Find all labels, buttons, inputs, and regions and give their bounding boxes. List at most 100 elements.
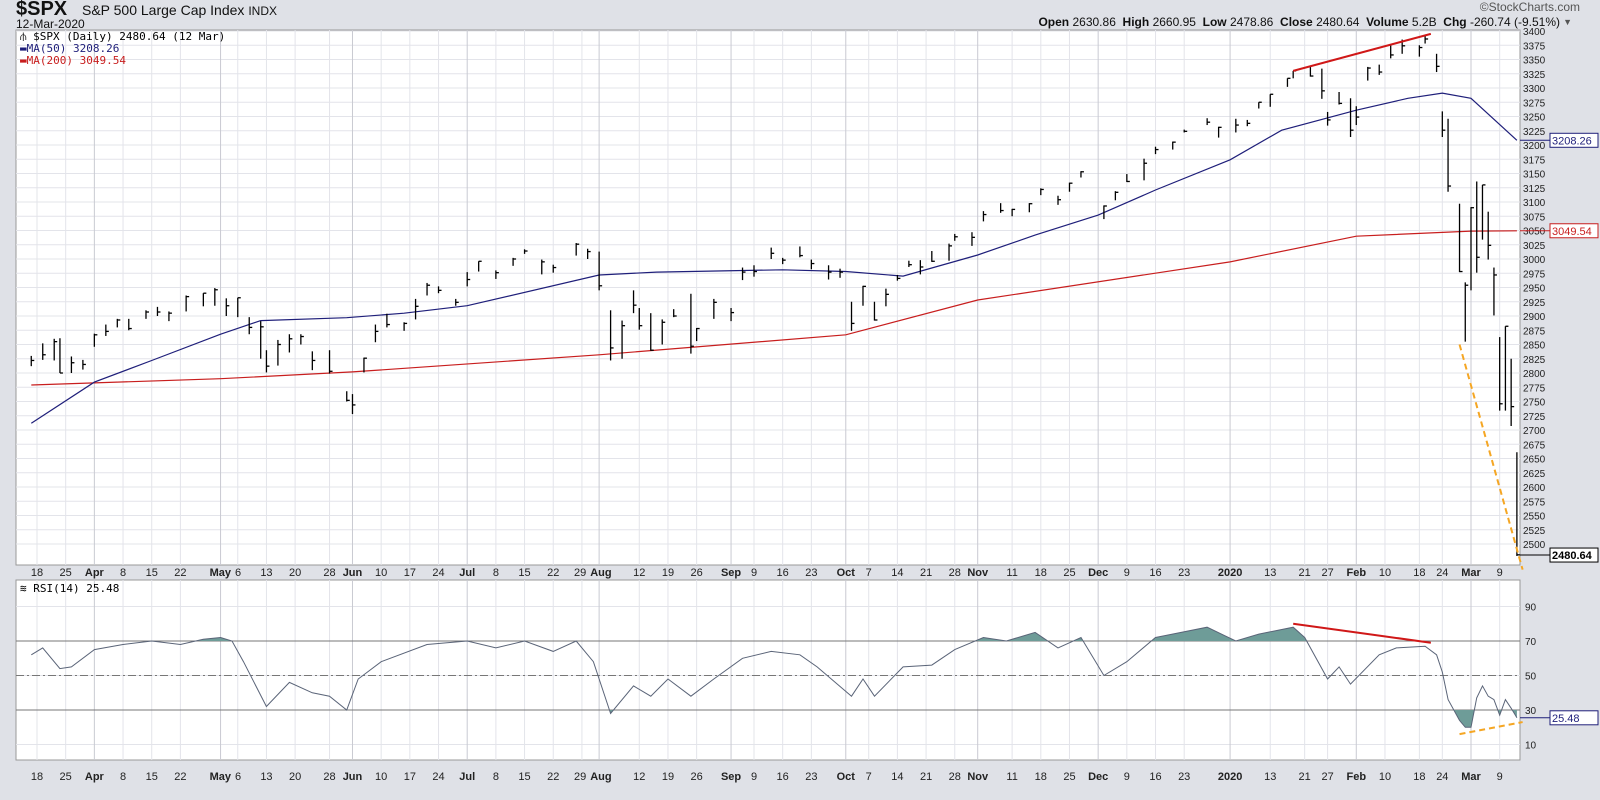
price-axis-label: 2775 — [1523, 383, 1546, 394]
x-axis-label: Mar — [1461, 567, 1481, 579]
price-axis-label: 3200 — [1523, 141, 1546, 152]
price-bar — [1011, 208, 1016, 217]
x-axis-label: 29 — [574, 567, 586, 579]
price-bar — [70, 356, 75, 373]
x-axis-label: 2020 — [1218, 771, 1242, 783]
x-axis-label: 8 — [493, 567, 499, 579]
price-axis-label: 3350 — [1523, 56, 1546, 67]
volume-label: Volume — [1366, 15, 1409, 29]
x-axis-label: 20 — [289, 567, 301, 579]
rsi-line — [31, 626, 1518, 728]
price-bar — [386, 313, 390, 328]
price-bar — [1040, 188, 1044, 196]
price-bar — [1172, 141, 1176, 150]
price-bar — [437, 286, 442, 294]
value-tag-text: 25.48 — [1552, 713, 1580, 725]
price-bar — [632, 290, 637, 314]
price-bar — [598, 251, 603, 291]
x-axis-label: 27 — [1321, 567, 1333, 579]
price-bar — [1516, 452, 1520, 556]
volume-value: 5.2B — [1411, 15, 1437, 29]
price-bar — [1464, 282, 1469, 342]
legend-price-text: $SPX (Daily) 2480.64 (12 Mar) — [33, 30, 226, 43]
x-axis-label: Nov — [967, 771, 989, 783]
price-axis-label: 2900 — [1523, 312, 1546, 323]
bars-icon: ⫛ — [20, 30, 27, 43]
price-bar — [214, 288, 218, 306]
price-axis-label: 2575 — [1523, 497, 1546, 508]
x-axis-label: 7 — [866, 567, 872, 579]
price-bar — [495, 270, 499, 279]
price-bar — [1447, 118, 1452, 192]
x-axis-label: 24 — [432, 567, 444, 579]
price-bar — [673, 309, 677, 318]
x-axis-label: 7 — [866, 771, 872, 783]
x-axis-label: 16 — [777, 771, 789, 783]
close-value: 2480.64 — [1316, 15, 1360, 29]
price-bar — [1476, 181, 1480, 273]
price-axis-label: 3325 — [1523, 70, 1546, 81]
index-name: S&P 500 Large Cap Index — [82, 2, 245, 18]
x-axis-label: Jun — [343, 771, 363, 783]
price-bar — [288, 334, 293, 353]
price-bar — [954, 233, 958, 241]
price-bar — [839, 268, 844, 278]
x-axis-label: Aug — [590, 567, 611, 579]
legend-ma50: ▬MA(50) 3208.26 — [20, 43, 119, 54]
x-axis-label: 10 — [375, 567, 387, 579]
dropdown-arrow-icon[interactable]: ▼ — [1563, 17, 1572, 27]
price-bar — [426, 282, 431, 296]
price-axis-label: 2925 — [1523, 298, 1546, 309]
rsi-trendline — [1459, 721, 1523, 736]
rsi-overbought-fill — [31, 627, 1517, 641]
low-value: 2478.86 — [1229, 15, 1274, 29]
price-axis-label: 2550 — [1523, 512, 1546, 523]
price-bar — [982, 211, 987, 222]
x-axis-label: 27 — [1321, 771, 1333, 783]
price-axis-label: 3075 — [1523, 212, 1546, 223]
price-panel — [15, 29, 1521, 566]
price-bar — [1458, 203, 1463, 273]
price-bar — [1286, 77, 1291, 87]
price-bar — [1154, 146, 1159, 155]
price-bar — [237, 297, 241, 318]
price-bar — [1103, 205, 1107, 220]
x-axis-label: Sep — [721, 567, 741, 579]
x-axis-label: 20 — [289, 771, 301, 783]
x-axis-label: 28 — [949, 771, 961, 783]
x-axis-label: 26 — [691, 771, 703, 783]
price-bar — [53, 338, 58, 361]
price-axis-label: 2800 — [1523, 369, 1546, 380]
price-bar — [1028, 203, 1033, 213]
price-axis-label: 2625 — [1523, 469, 1546, 480]
price-axis-label: 2700 — [1523, 426, 1546, 437]
legend-ma200: ▬MA(200) 3049.54 — [20, 55, 126, 66]
x-axis-label: 9 — [1124, 771, 1130, 783]
line-swatch-icon: ▬ — [20, 54, 27, 67]
x-axis-label: 28 — [949, 567, 961, 579]
x-axis-label: 18 — [1035, 771, 1047, 783]
x-axis-label: 12 — [633, 567, 645, 579]
price-bar — [374, 324, 379, 343]
x-axis-label: 15 — [146, 567, 158, 579]
x-axis-label: 18 — [1413, 771, 1425, 783]
x-axis-label: 18 — [1413, 567, 1425, 579]
x-axis-label: 21 — [920, 567, 932, 579]
price-bar — [328, 350, 333, 374]
price-axis-label: 2850 — [1523, 341, 1546, 352]
price-bar — [1349, 98, 1354, 138]
price-bar — [225, 298, 230, 316]
price-trendline — [1292, 32, 1432, 72]
x-axis-label: 24 — [1436, 567, 1448, 579]
x-axis-label: Oct — [837, 771, 856, 783]
price-bar — [1217, 126, 1222, 138]
price-bar — [1435, 53, 1440, 73]
price-bar — [908, 260, 912, 267]
price-bar — [265, 350, 270, 373]
price-bar — [948, 243, 953, 261]
price-bar — [1143, 158, 1148, 181]
x-axis-label: 16 — [1149, 771, 1161, 783]
price-bar — [363, 357, 367, 373]
x-axis-label: 21 — [920, 771, 932, 783]
